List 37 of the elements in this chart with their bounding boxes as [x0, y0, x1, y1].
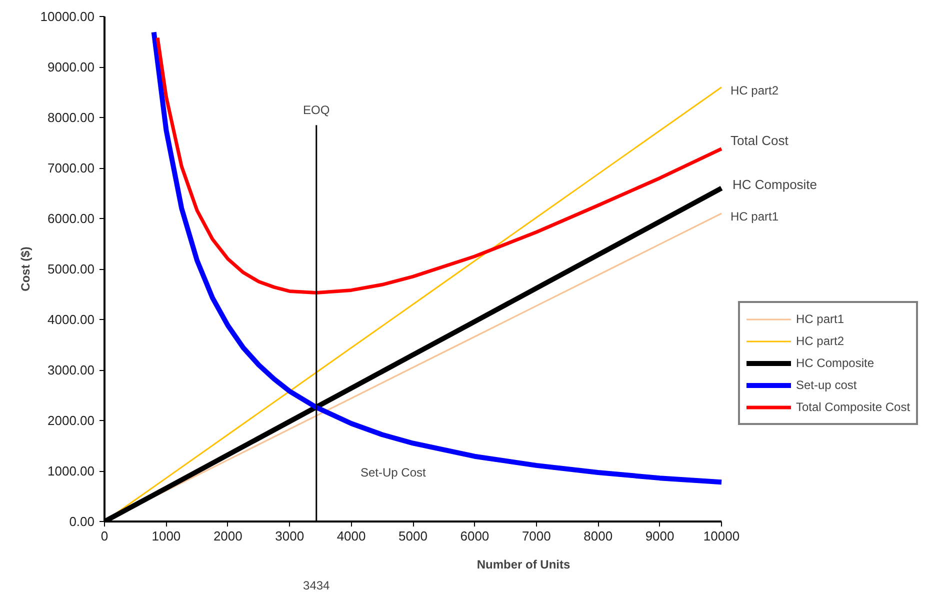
ref-line-label: EOQ	[303, 103, 330, 118]
legend-label: HC part2	[796, 334, 844, 348]
x-tick-label: 10000	[703, 528, 740, 544]
x-tick-label: 7000	[522, 528, 551, 544]
y-tick-label: 5000.00	[48, 262, 95, 276]
y-tick-label: 9000.00	[48, 60, 95, 74]
legend-label: Total Composite Cost	[796, 400, 910, 414]
y-tick-label: 8000.00	[48, 110, 95, 125]
legend-label: HC Composite	[796, 356, 874, 370]
line-series	[156, 36, 724, 294]
x-tick-label: 8000	[584, 528, 613, 544]
y-tick-label: 10000.00	[40, 9, 95, 24]
x-tick-label: 2000	[213, 528, 242, 544]
text: HC part1	[730, 210, 779, 224]
y-tick-label: 4000.00	[48, 312, 95, 327]
x-tick-label: 3000	[275, 528, 304, 544]
legend-label: Set-up cost	[796, 378, 857, 392]
text: HC Composite	[732, 177, 818, 192]
y-tick-label: 6000.00	[48, 211, 95, 226]
text: 3434	[303, 578, 330, 592]
text: Total Cost	[730, 133, 789, 148]
annotation: Set-Up Cost	[360, 466, 427, 480]
x-tick-label: 9000	[645, 528, 674, 544]
y-axis-title: Cost ($)	[18, 246, 32, 292]
y-tick-label: 1000.00	[48, 464, 95, 478]
text: HC part2	[730, 84, 779, 98]
x-tick-label: 4000	[336, 528, 366, 544]
y-tick-label: 3000.00	[48, 362, 95, 378]
x-tick-label: 6000	[460, 528, 490, 544]
x-tick-label: 5000	[398, 528, 428, 544]
x-tick-label: 1000	[152, 528, 181, 544]
x-tick-label: 0	[100, 528, 108, 544]
legend-label: HC part1	[796, 312, 844, 326]
y-tick-label: 2000.00	[48, 413, 95, 428]
y-tick-label: 0.00	[69, 514, 95, 529]
x-axis-title: Number of Units	[476, 558, 570, 572]
y-tick-label: 7000.00	[48, 160, 95, 176]
